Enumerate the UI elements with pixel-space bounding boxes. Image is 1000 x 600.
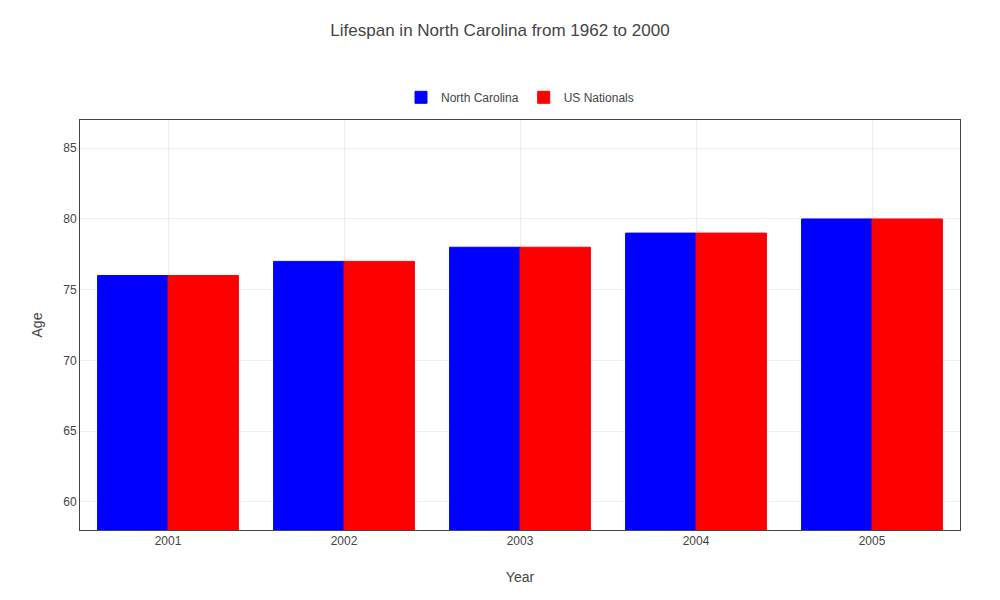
svg-text:75: 75 — [63, 283, 77, 297]
svg-text:85: 85 — [63, 141, 77, 155]
svg-text:2005: 2005 — [859, 534, 886, 548]
svg-text:2003: 2003 — [507, 534, 534, 548]
svg-text:2001: 2001 — [155, 534, 182, 548]
svg-text:2004: 2004 — [683, 534, 710, 548]
svg-text:Year: Year — [506, 569, 535, 585]
svg-text:North Carolina: North Carolina — [441, 91, 519, 105]
svg-text:Lifespan in North Carolina fro: Lifespan in North Carolina from 1962 to … — [330, 21, 669, 40]
svg-text:65: 65 — [63, 424, 77, 438]
svg-text:US Nationals: US Nationals — [564, 91, 634, 105]
svg-text:Age: Age — [29, 312, 45, 337]
svg-text:70: 70 — [63, 354, 77, 368]
svg-text:60: 60 — [63, 495, 77, 509]
svg-text:2002: 2002 — [331, 534, 358, 548]
svg-text:80: 80 — [63, 212, 77, 226]
